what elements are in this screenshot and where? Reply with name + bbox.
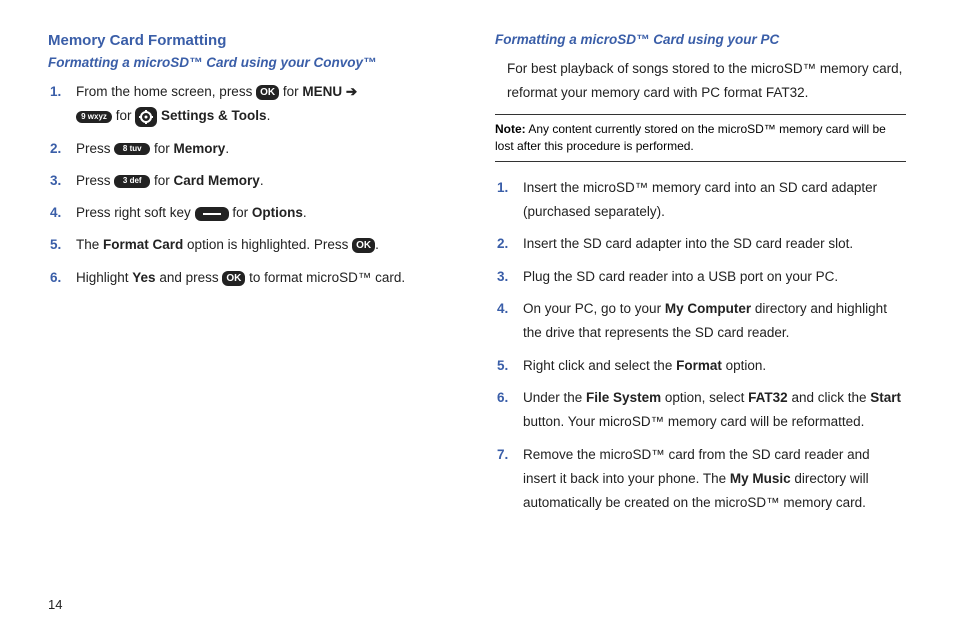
list-item: 5. The Format Card option is highlighted… <box>76 233 459 257</box>
note-box: Note: Any content currently stored on th… <box>495 114 906 162</box>
step-text: for <box>154 173 174 188</box>
list-item: 2. Insert the SD card adapter into the S… <box>523 232 906 256</box>
step-text: Press right soft key <box>76 205 195 220</box>
step-text: for <box>283 84 303 99</box>
step-number: 2. <box>497 232 508 256</box>
three-key-icon: 3 def <box>114 175 150 187</box>
left-steps-list: 1. From the home screen, press OK for ME… <box>48 80 459 290</box>
step-text: Press <box>76 173 114 188</box>
list-item: 6. Highlight Yes and press OK to format … <box>76 266 459 290</box>
intro-paragraph: For best playback of songs stored to the… <box>495 57 906 104</box>
right-steps-list: 1. Insert the microSD™ memory card into … <box>495 176 906 516</box>
step-text: Insert the SD card adapter into the SD c… <box>523 236 853 251</box>
list-item: 1. From the home screen, press OK for ME… <box>76 80 459 129</box>
left-column: Memory Card Formatting Formatting a micr… <box>48 32 459 523</box>
step-text: Under the <box>523 390 586 405</box>
step-text: From the home screen, press <box>76 84 256 99</box>
step-text: Right click and select the <box>523 358 676 373</box>
nine-key-icon: 9 wxyz <box>76 111 112 123</box>
step-number: 1. <box>50 80 61 104</box>
yes-label: Yes <box>132 270 155 285</box>
subsection-heading-right: Formatting a microSD™ Card using your PC <box>495 32 906 47</box>
format-card-label: Format Card <box>103 237 183 252</box>
step-number: 7. <box>497 443 508 467</box>
ok-key-icon: OK <box>222 271 245 286</box>
step-number: 6. <box>497 386 508 410</box>
step-text: and click the <box>791 390 870 405</box>
step-text: for <box>232 205 252 220</box>
page-number: 14 <box>48 597 62 612</box>
options-label: Options <box>252 205 303 220</box>
step-number: 5. <box>497 354 508 378</box>
section-heading: Memory Card Formatting <box>48 32 459 49</box>
step-text: . <box>225 141 229 156</box>
file-system-label: File System <box>586 390 661 405</box>
note-text: Any content currently stored on the micr… <box>495 122 886 153</box>
step-number: 4. <box>50 201 61 225</box>
list-item: 5. Right click and select the Format opt… <box>523 354 906 378</box>
list-item: 6. Under the File System option, select … <box>523 386 906 435</box>
fat32-label: FAT32 <box>748 390 788 405</box>
list-item: 3. Press 3 def for Card Memory. <box>76 169 459 193</box>
step-text: Plug the SD card reader into a USB port … <box>523 269 838 284</box>
step-text: and press <box>159 270 222 285</box>
step-text: to format microSD™ card. <box>249 270 405 285</box>
step-number: 4. <box>497 297 508 321</box>
list-item: 4. On your PC, go to your My Computer di… <box>523 297 906 346</box>
memory-label: Memory <box>174 141 226 156</box>
step-text: for <box>116 108 136 123</box>
list-item: 2. Press 8 tuv for Memory. <box>76 137 459 161</box>
soft-key-icon <box>195 207 229 221</box>
list-item: 4. Press right soft key for Options. <box>76 201 459 225</box>
step-text: Press <box>76 141 114 156</box>
step-number: 3. <box>497 265 508 289</box>
step-text: for <box>154 141 174 156</box>
step-text: Highlight <box>76 270 132 285</box>
step-number: 3. <box>50 169 61 193</box>
menu-label: MENU <box>302 84 342 99</box>
my-music-label: My Music <box>730 471 791 486</box>
settings-tools-label: Settings & Tools <box>161 108 267 123</box>
list-item: 7. Remove the microSD™ card from the SD … <box>523 443 906 516</box>
eight-key-icon: 8 tuv <box>114 143 150 155</box>
step-text: option is highlighted. Press <box>187 237 352 252</box>
step-text: button. Your microSD™ memory card will b… <box>523 414 864 429</box>
right-column: Formatting a microSD™ Card using your PC… <box>495 32 906 523</box>
step-text: The <box>76 237 103 252</box>
step-text: Insert the microSD™ memory card into an … <box>523 180 877 219</box>
subsection-heading-left: Formatting a microSD™ Card using your Co… <box>48 55 459 70</box>
format-label: Format <box>676 358 722 373</box>
step-text: option, select <box>665 390 748 405</box>
step-text: . <box>375 237 379 252</box>
start-label: Start <box>870 390 901 405</box>
step-text: . <box>260 173 264 188</box>
my-computer-label: My Computer <box>665 301 751 316</box>
note-label: Note: <box>495 122 526 136</box>
card-memory-label: Card Memory <box>174 173 260 188</box>
step-text: On your PC, go to your <box>523 301 665 316</box>
step-number: 2. <box>50 137 61 161</box>
list-item: 1. Insert the microSD™ memory card into … <box>523 176 906 225</box>
step-text: . <box>303 205 307 220</box>
list-item: 3. Plug the SD card reader into a USB po… <box>523 265 906 289</box>
step-number: 1. <box>497 176 508 200</box>
step-text: . <box>267 108 271 123</box>
step-number: 6. <box>50 266 61 290</box>
content-columns: Memory Card Formatting Formatting a micr… <box>48 32 906 523</box>
ok-key-icon: OK <box>352 238 375 253</box>
ok-key-icon: OK <box>256 85 279 100</box>
gear-key-icon <box>135 107 157 127</box>
step-text: option. <box>726 358 767 373</box>
step-number: 5. <box>50 233 61 257</box>
arrow-icon: ➔ <box>346 84 357 99</box>
